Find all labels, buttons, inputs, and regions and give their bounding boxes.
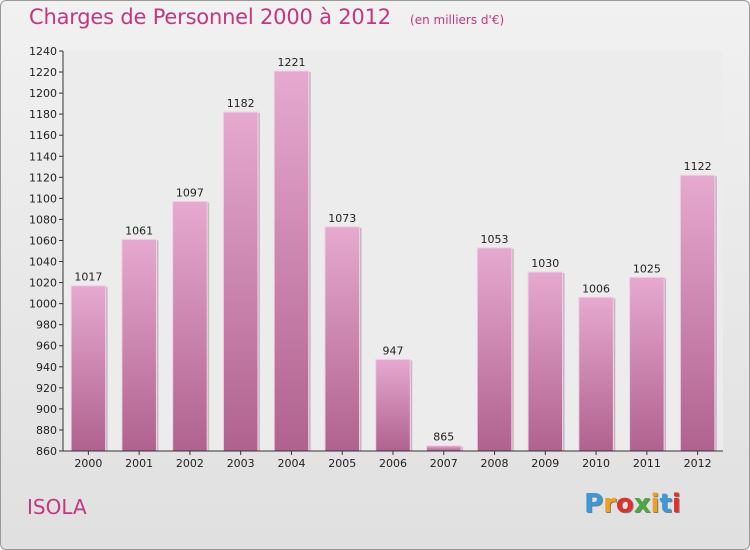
x-tick-label-2000: 2000 (74, 457, 102, 470)
bar-2000 (70, 285, 107, 452)
y-tick-label-1120: 1120 (29, 171, 57, 184)
y-tick-label-860: 860 (36, 445, 57, 458)
logo-letter: i (671, 489, 681, 519)
x-tick-label-2011: 2011 (633, 457, 661, 470)
x-tick-label-2012: 2012 (684, 457, 712, 470)
y-tick-label-1160: 1160 (29, 129, 57, 142)
bar-2006 (375, 358, 411, 452)
y-tick-label-1180: 1180 (29, 108, 57, 121)
y-tick-label-1240: 1240 (29, 45, 57, 58)
bar-2012 (679, 174, 716, 452)
value-label-2008: 1053 (481, 233, 509, 246)
logo-letter: o (615, 489, 634, 519)
logo-letter: x (633, 489, 651, 519)
bar-2011 (629, 276, 665, 452)
y-tick-label-920: 920 (36, 382, 57, 395)
y-tick-label-1080: 1080 (29, 213, 57, 226)
x-tick-label-2004: 2004 (277, 457, 305, 470)
chart-subtitle: (en milliers d'€) (410, 13, 505, 27)
bar-2010 (578, 296, 614, 452)
bar-2004 (273, 70, 310, 452)
y-tick-label-1040: 1040 (29, 256, 57, 269)
x-tick-label-2007: 2007 (430, 457, 458, 470)
y-tick-label-880: 880 (36, 424, 57, 437)
y-tick-label-900: 900 (36, 403, 57, 416)
chart-title: Charges de Personnel 2000 à 2012 (29, 5, 391, 29)
y-tick-label-960: 960 (36, 340, 57, 353)
axes-layer: 2000 2001 2002 2003 2004 2005 2006 2007 2008 2009… (29, 45, 723, 470)
y-tick-label-1020: 1020 (29, 277, 57, 290)
logo-letter: r (603, 489, 616, 519)
title-row: Charges de Personnel 2000 à 2012 (en mil… (29, 5, 504, 29)
bar-2002 (172, 201, 208, 452)
bar-2009 (527, 271, 564, 452)
x-tick-label-2002: 2002 (176, 457, 204, 470)
y-tick-label-980: 980 (36, 319, 57, 332)
y-tick-label-1200: 1200 (29, 87, 57, 100)
y-tick-label-940: 940 (36, 361, 57, 374)
value-label-2007: 865 (433, 431, 454, 444)
value-label-2003: 1182 (227, 97, 255, 110)
y-tick-label-1060: 1060 (29, 234, 57, 247)
value-label-2006: 947 (383, 344, 404, 357)
value-label-2009: 1030 (531, 257, 559, 270)
bar-2003 (222, 111, 259, 452)
proxiti-logo: Proxiti (584, 489, 681, 519)
x-tick-label-2010: 2010 (582, 457, 610, 470)
value-label-2011: 1025 (633, 262, 661, 275)
x-tick-label-2008: 2008 (481, 457, 509, 470)
value-label-2005: 1073 (328, 212, 356, 225)
value-label-2000: 1017 (74, 271, 102, 284)
value-label-2001: 1061 (125, 224, 153, 237)
bar-2008 (476, 247, 513, 452)
x-tick-label-2009: 2009 (531, 457, 559, 470)
value-label-2012: 1122 (684, 160, 712, 173)
logo-letter: P (584, 489, 604, 519)
y-tick-label-1000: 1000 (29, 298, 57, 311)
value-label-2010: 1006 (582, 282, 610, 295)
y-tick-label-1100: 1100 (29, 192, 57, 205)
bar-2005 (324, 226, 360, 452)
y-tick-label-1220: 1220 (29, 66, 57, 79)
x-tick-label-2005: 2005 (328, 457, 356, 470)
value-label-2004: 1221 (277, 56, 305, 69)
place-name: ISOLA (27, 495, 87, 519)
x-tick-label-2006: 2006 (379, 457, 407, 470)
x-tick-label-2001: 2001 (125, 457, 153, 470)
logo-letter: i (650, 489, 660, 519)
value-label-2002: 1097 (176, 187, 204, 200)
y-tick-label-1140: 1140 (29, 150, 57, 163)
bar-2007 (426, 445, 462, 452)
bars-layer: 1017 1061 1097 1182 1221 1073 947 865 1053 1030 10… (63, 51, 723, 452)
logo-letter: t (659, 489, 672, 519)
x-tick-label-2003: 2003 (227, 457, 255, 470)
bar-2001 (121, 238, 157, 452)
